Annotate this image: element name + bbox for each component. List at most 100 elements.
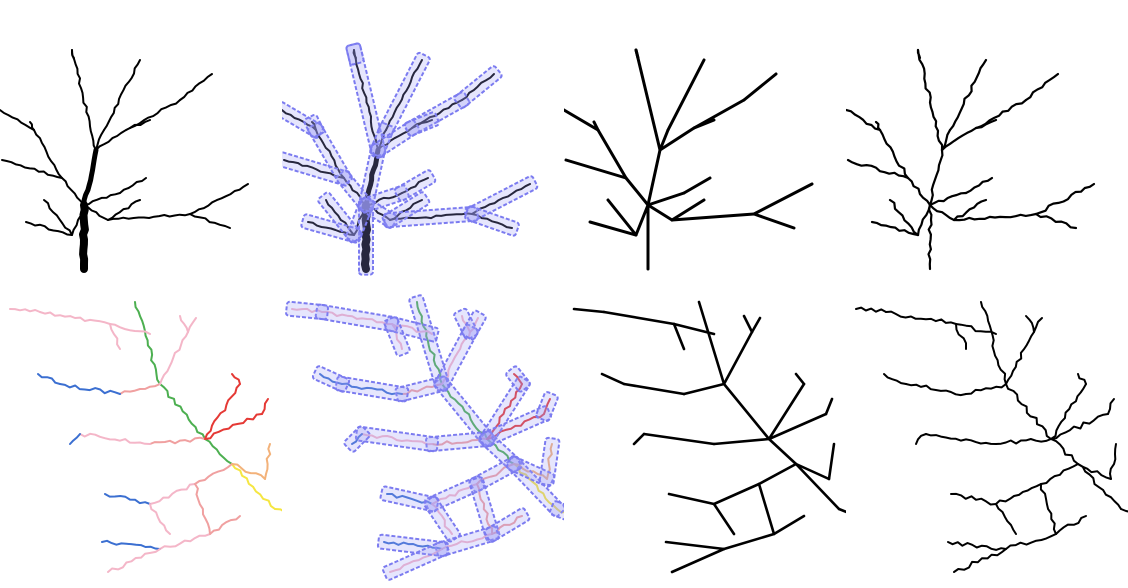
tree-branch-13 <box>104 60 140 130</box>
river-trace-11 <box>884 374 906 384</box>
river-trace-0 <box>981 302 1006 384</box>
river-trace-30 <box>996 504 1016 534</box>
river-trace-29 <box>1108 399 1114 414</box>
river-line-22 <box>669 494 714 504</box>
river-trace-8 <box>856 308 886 312</box>
river-channel-4-0 <box>275 509 282 519</box>
segment-box-11 <box>312 365 350 392</box>
river-line-17 <box>714 439 769 444</box>
river-trace-19 <box>916 434 926 444</box>
river-line-30 <box>714 504 734 534</box>
panel-tree-boxes <box>282 0 564 294</box>
tree-trace-7 <box>846 110 880 130</box>
river-channel-9-0 <box>120 384 160 394</box>
tree-branch-19 <box>108 214 190 220</box>
panel-river-original <box>0 294 282 588</box>
tree-lines-drawing <box>564 0 846 294</box>
tree-trace-21 <box>1036 214 1076 228</box>
river-channel-22-0 <box>105 494 150 504</box>
river-trace-21 <box>996 484 1041 504</box>
tree-line-7 <box>564 110 598 130</box>
tree-line-16 <box>684 178 710 193</box>
tree-branch-4 <box>62 178 84 205</box>
river-channel-31-0 <box>108 549 160 572</box>
river-channel-19-0 <box>70 434 80 444</box>
river-channel-30-0 <box>150 504 170 534</box>
tree-branch-0 <box>83 205 85 269</box>
panel-river-traced <box>846 294 1128 588</box>
river-channel-29-0 <box>262 399 268 414</box>
river-channel-17-0 <box>150 438 205 444</box>
tree-branch-15 <box>84 193 120 205</box>
river-channel-3-0 <box>232 464 275 509</box>
tree-trace-6 <box>880 130 908 178</box>
river-line-10 <box>624 384 684 394</box>
segment-box-8 <box>286 301 328 319</box>
tree-line-1 <box>636 205 648 235</box>
river-trace-26 <box>1078 464 1111 479</box>
tree-line-21 <box>754 214 794 228</box>
tree-trace-17 <box>930 205 954 220</box>
tree-line-4 <box>626 178 648 205</box>
river-trace-9 <box>966 384 1006 394</box>
river-trace-12 <box>1006 332 1034 384</box>
river-channel-1-0 <box>160 384 205 439</box>
river-trace-7 <box>956 324 966 349</box>
river-channel-8-0 <box>10 309 40 312</box>
river-line-32 <box>774 516 804 534</box>
tree-line-11 <box>636 50 638 58</box>
river-line-29 <box>826 399 832 414</box>
river-line-6 <box>604 312 674 324</box>
tree-trace-20 <box>1036 184 1094 214</box>
panel-river-boxes <box>282 294 564 588</box>
river-line-25 <box>666 542 724 549</box>
river-lines-drawing <box>564 294 846 588</box>
river-trace-2 <box>1051 439 1078 464</box>
panel-tree-traced <box>846 0 1128 294</box>
river-trace-20 <box>1041 464 1078 484</box>
river-channel-27-0 <box>265 444 270 479</box>
river-traced-drawing <box>846 294 1128 588</box>
tree-trace-19 <box>954 214 1036 220</box>
river-channel-24-0 <box>160 534 210 549</box>
tree-line-10 <box>636 50 660 150</box>
panel-tree-original <box>0 0 282 294</box>
river-channel-12-0 <box>160 332 188 384</box>
tree-branch-23 <box>180 74 212 100</box>
river-line-1 <box>724 384 769 439</box>
river-boxes-drawing <box>282 294 564 588</box>
tree-branch-14 <box>96 128 130 150</box>
tree-branch-20 <box>190 184 248 214</box>
river-channel-0-0 <box>135 302 160 384</box>
river-line-23 <box>759 484 774 534</box>
river-channel-2-0 <box>205 439 232 464</box>
tree-branch-21 <box>190 214 230 228</box>
river-channel-21-0 <box>150 484 195 504</box>
panel-river-lines <box>564 294 846 588</box>
river-trace-22 <box>951 494 996 505</box>
tree-line-17 <box>648 205 672 220</box>
river-trace-25 <box>948 542 1006 550</box>
river-channel-20-0 <box>195 464 232 484</box>
river-line-24 <box>724 534 774 549</box>
tree-line-20 <box>754 184 812 214</box>
segment-box-11 <box>346 43 364 65</box>
river-line-7 <box>674 324 684 349</box>
tree-trace-22 <box>976 100 1026 128</box>
tree-line-19 <box>672 214 754 220</box>
river-trace-1 <box>1006 384 1051 439</box>
river-line-27 <box>829 444 834 479</box>
river-line-2 <box>769 439 796 464</box>
river-line-18 <box>644 434 714 444</box>
river-channel-14-0 <box>188 318 196 332</box>
tree-traced-drawing <box>846 0 1128 294</box>
river-line-13 <box>744 316 752 332</box>
river-line-20 <box>759 464 796 484</box>
tree-line-23 <box>744 74 776 100</box>
river-channel-13-0 <box>180 316 188 332</box>
tree-branch-24 <box>130 120 150 128</box>
river-channel-28-0 <box>205 414 262 439</box>
river-channel-10-0 <box>60 384 120 394</box>
tree-branch-16 <box>120 178 146 193</box>
